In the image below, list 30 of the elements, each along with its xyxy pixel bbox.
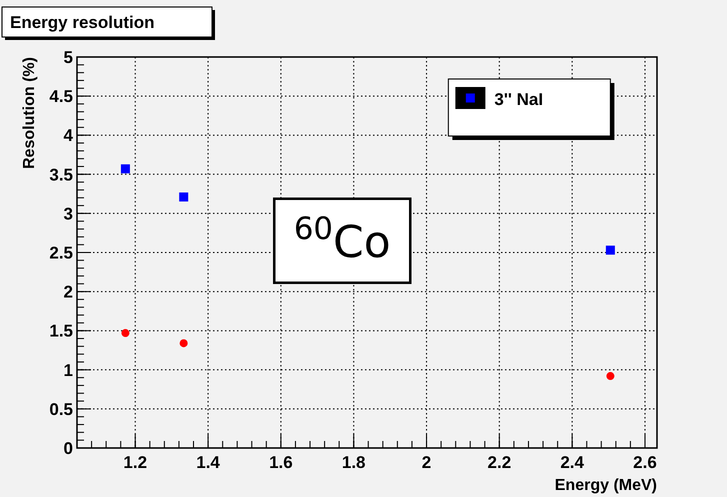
legend-label: 3'' NaI — [494, 90, 544, 109]
x-tick-label: 2.2 — [488, 453, 512, 472]
x-tick-label: 1.2 — [123, 453, 148, 472]
y-tick-label: 1.5 — [49, 322, 73, 341]
y-tick-label: 0.5 — [49, 400, 73, 419]
x-tick-label: 1.6 — [269, 453, 293, 472]
y-tick-label: 1 — [64, 360, 73, 380]
y-tick-label: 2 — [64, 282, 73, 302]
y-tick-label: 4.5 — [49, 87, 73, 106]
x-tick-label: 1.8 — [342, 453, 366, 472]
x-tick-label: 2 — [422, 453, 432, 472]
x-tick-label: 2.6 — [633, 453, 657, 472]
chart-title: Energy resolution — [10, 13, 155, 32]
point — [179, 192, 188, 202]
point — [120, 164, 130, 174]
y-tick-label: 2.5 — [49, 244, 73, 262]
y-tick-label: 4 — [64, 126, 74, 146]
point — [121, 329, 130, 338]
point — [180, 339, 188, 348]
y-tick-label: 3.5 — [49, 165, 73, 184]
point — [606, 246, 615, 255]
x-axis-title: Energy (MeV) — [554, 477, 657, 494]
y-tick-label: 5 — [64, 48, 73, 67]
annotation: $^{60}$Co — [294, 210, 391, 268]
y-tick-label: 3 — [64, 204, 73, 224]
point — [606, 372, 614, 380]
x-tick-label: 1.4 — [196, 453, 220, 472]
x-tick-label: 2.4 — [560, 453, 585, 472]
y-tick-label: 0 — [64, 439, 73, 458]
y-axis-title: Resolution (%) — [21, 57, 38, 169]
